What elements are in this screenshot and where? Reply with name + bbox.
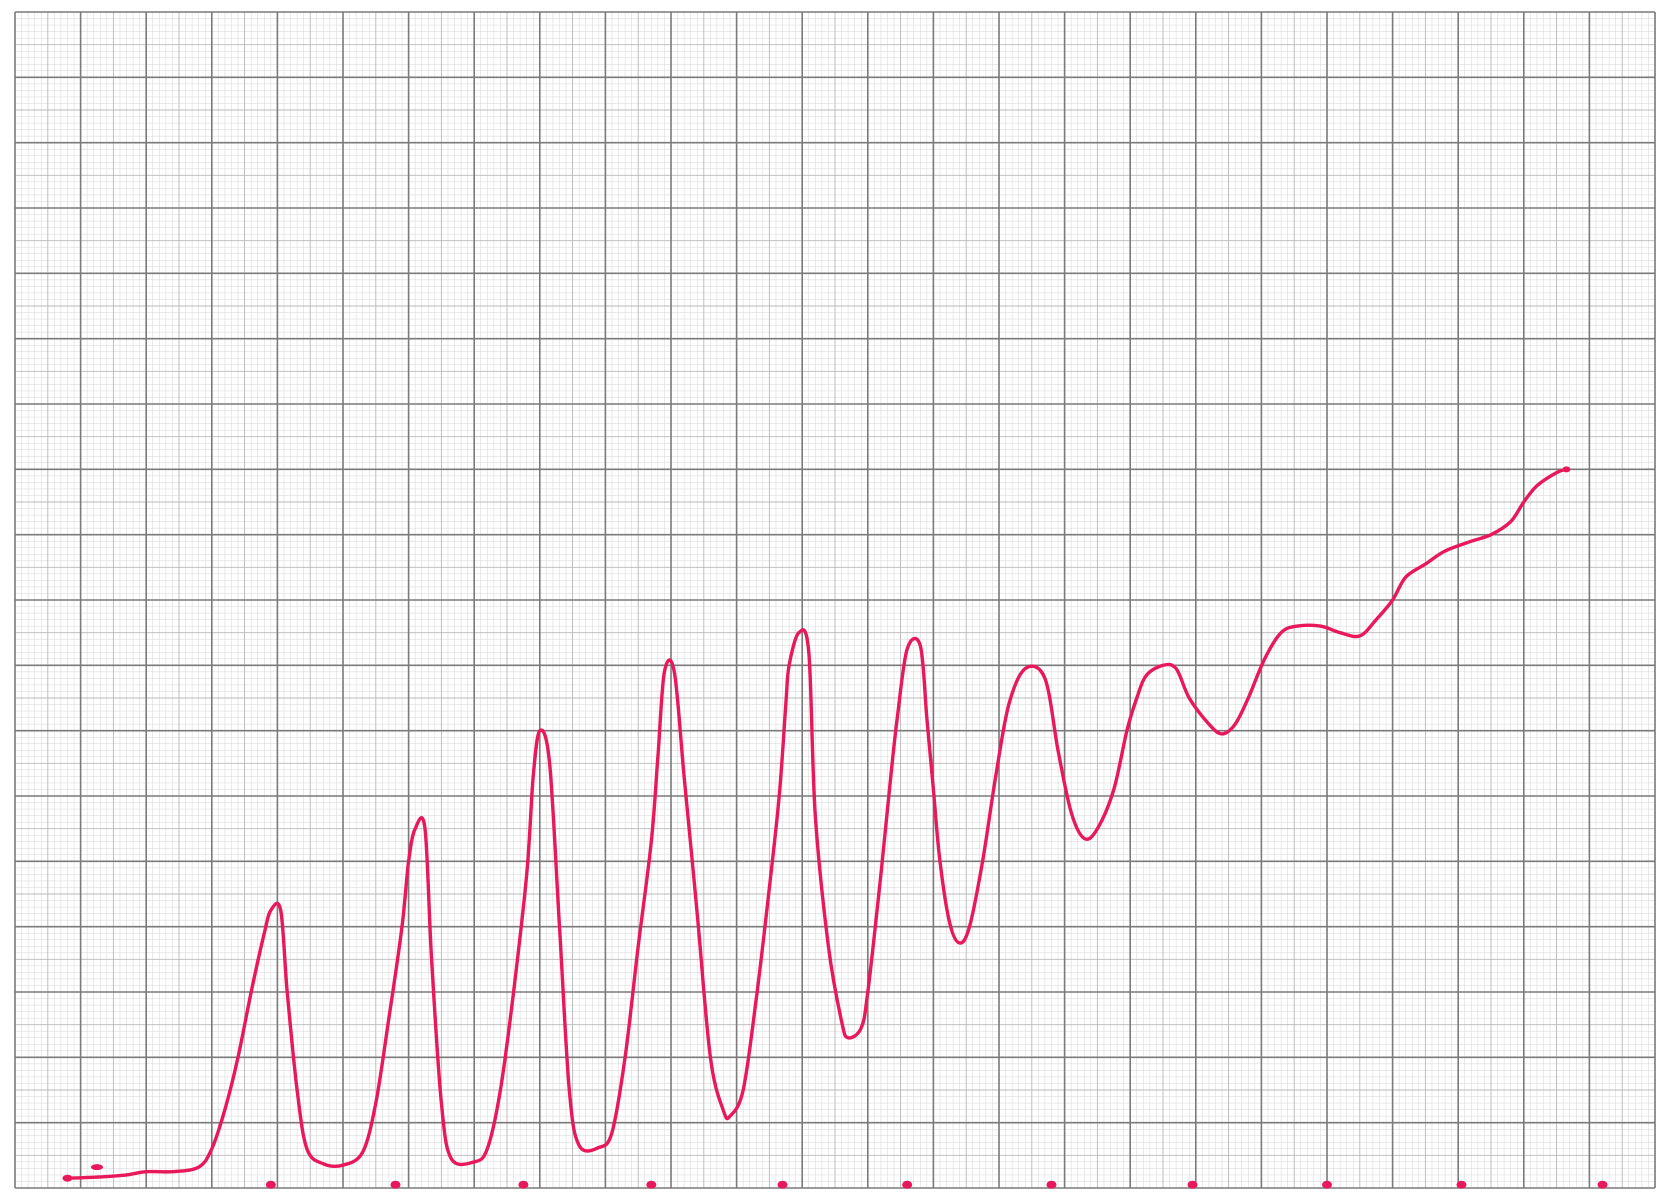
baseline-marker-8 [1322, 1180, 1332, 1189]
baseline-marker-7 [1187, 1180, 1198, 1189]
baseline-marker-3 [646, 1180, 657, 1189]
baseline-marker-2 [518, 1180, 529, 1189]
baseline-marker-6 [1046, 1180, 1057, 1189]
baseline-marker-4 [777, 1180, 788, 1189]
baseline-marker-10 [1597, 1180, 1608, 1189]
baseline-markers [265, 1180, 1608, 1189]
baseline-marker-5 [902, 1180, 913, 1189]
baseline-marker-1 [390, 1180, 401, 1189]
baseline-marker-9 [1456, 1180, 1467, 1189]
trace-end-point [1562, 466, 1571, 473]
trace-layer [62, 466, 1571, 1182]
start-pen-mark [91, 1164, 103, 1171]
baseline-marker-0 [265, 1180, 276, 1189]
grid-major-lines [14, 11, 1656, 1189]
series-line-0 [65, 467, 1569, 1180]
trace-start-point [62, 1174, 73, 1182]
